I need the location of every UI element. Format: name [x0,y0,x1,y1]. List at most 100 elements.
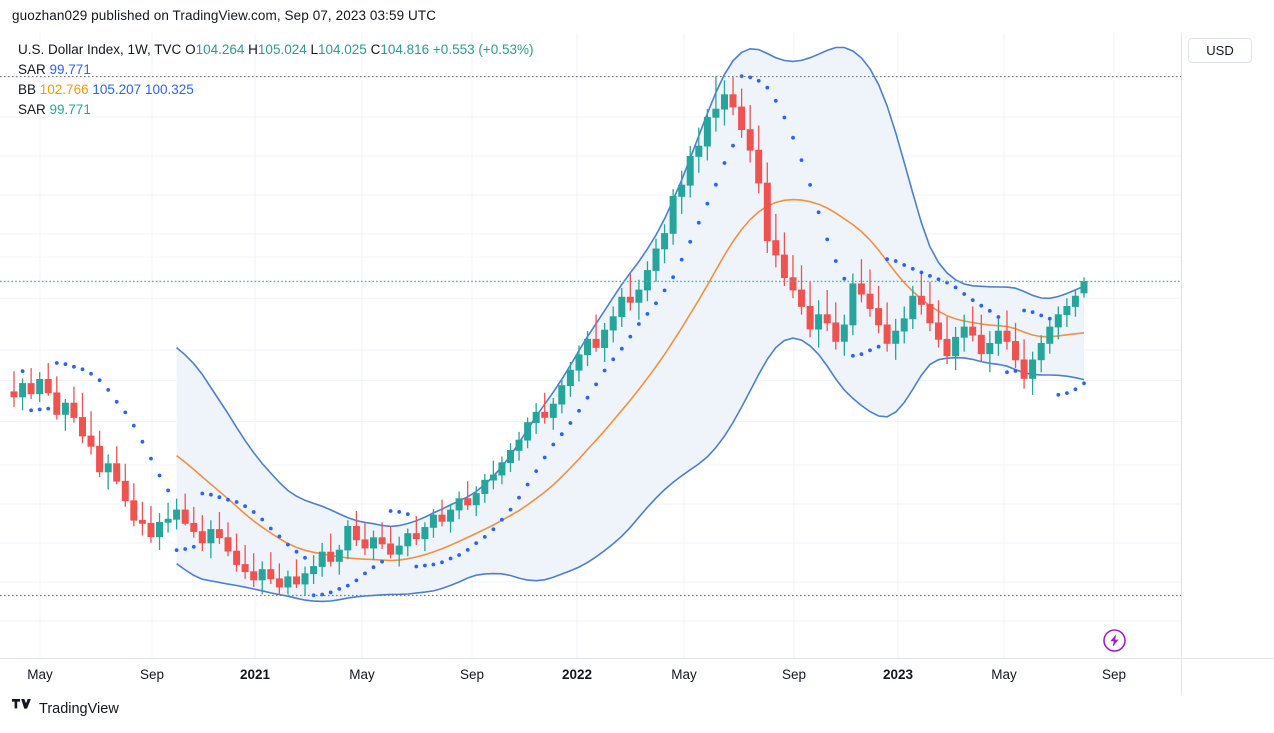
candle-body [626,296,634,303]
sar-dot [140,439,145,444]
candle-body [866,293,874,309]
candle-body [284,576,292,588]
candle-body [969,326,977,336]
sar-dot [714,182,718,187]
candle-body [53,392,61,415]
candle-body [327,551,335,562]
sar-dot [80,367,85,372]
candle-body [721,94,729,110]
publish-header: guozhan029 published on TradingView.com,… [12,8,437,23]
candle-body [506,449,514,464]
candle-body [1003,330,1011,342]
candle-body [258,569,266,581]
sar-dot [542,455,547,460]
sar-dot [791,135,795,140]
sar-dot [559,432,564,437]
candle-body [27,383,35,395]
candle-body [138,519,146,524]
time-tick-8: 2023 [882,667,914,682]
candle-body [121,480,129,502]
sar-dot [1047,316,1052,321]
sar-dot [508,507,513,512]
price-axis[interactable]: 116.000114.000112.000110.000108.000102.0… [1181,33,1274,658]
candle-body [609,316,617,331]
sar-dot [457,553,461,557]
sar-dot [722,161,727,165]
candle-body [977,334,985,355]
sar-dot [1013,369,1018,373]
candle-body [190,522,198,532]
candle-body [857,283,865,295]
sar-dot [919,270,924,275]
candle-body [592,338,600,348]
sar-dot [619,346,624,351]
candle-body [1037,342,1045,361]
sar-dot [782,115,787,120]
sar-dot [431,562,436,567]
candle-body [1012,340,1020,361]
candle-body [378,537,386,545]
candle-body [643,270,651,291]
sar-dot [414,564,419,569]
candle-body [823,314,831,324]
sar-dot [679,257,684,262]
sar-dot [380,559,384,564]
candle-body [113,463,121,482]
candle-body [652,248,660,271]
sar-dot [243,504,248,509]
candle-body [79,417,87,437]
sar-dot [183,547,188,551]
candle-body [173,509,181,520]
sar-dot [885,257,889,262]
candle-body [70,402,78,418]
candle-body [387,543,395,555]
tradingview-brand[interactable]: TradingView [12,699,119,718]
candle-body [763,182,771,242]
sar-dot [303,555,307,560]
candle-body [601,329,609,349]
sar-dot [551,442,556,447]
candle-body [849,283,857,326]
sar-dot [585,395,590,400]
tradingview-logo-icon [12,699,32,718]
lightning-bolt-icon[interactable] [1102,628,1127,653]
sar-dot [191,544,196,549]
sar-dot [756,78,761,83]
sar-dot [893,259,898,263]
time-tick-7: Sep [781,667,807,682]
candle-body [986,342,994,355]
time-axis[interactable]: May Sep 2021 May Sep 2022 May Sep 2023 May Sep [0,658,1181,695]
candle-body [935,322,943,340]
sar-dot [166,488,171,493]
sar-dot [1005,370,1009,375]
sar-dot [910,266,915,271]
sar-dot [696,220,701,225]
candle-body [798,289,806,307]
candle-body [746,129,754,151]
candle-body [335,549,343,562]
parabolic-sar-dots [20,74,1086,598]
reference-lines [0,75,1181,597]
sar-dot [637,322,641,326]
sar-dot [525,482,530,487]
candle-body [909,295,917,320]
candle-body [695,145,703,157]
currency-label[interactable]: USD [1188,38,1252,63]
chart-canvas[interactable] [0,33,1274,658]
sar-dot [200,491,205,496]
candle-body [1029,359,1037,379]
candle-body [472,493,480,506]
candle-body [489,474,497,481]
candle-body [455,498,463,511]
candle-body [875,308,883,326]
sar-dot [405,512,410,516]
sar-dot [106,388,111,392]
candle-body [900,318,908,332]
sar-dot [654,301,658,306]
sar-dot [20,369,25,374]
sar-dot [594,382,598,387]
candle-body [198,531,206,544]
candle-body [1020,359,1028,379]
sar-dot [500,517,504,522]
sar-dot [131,423,136,428]
